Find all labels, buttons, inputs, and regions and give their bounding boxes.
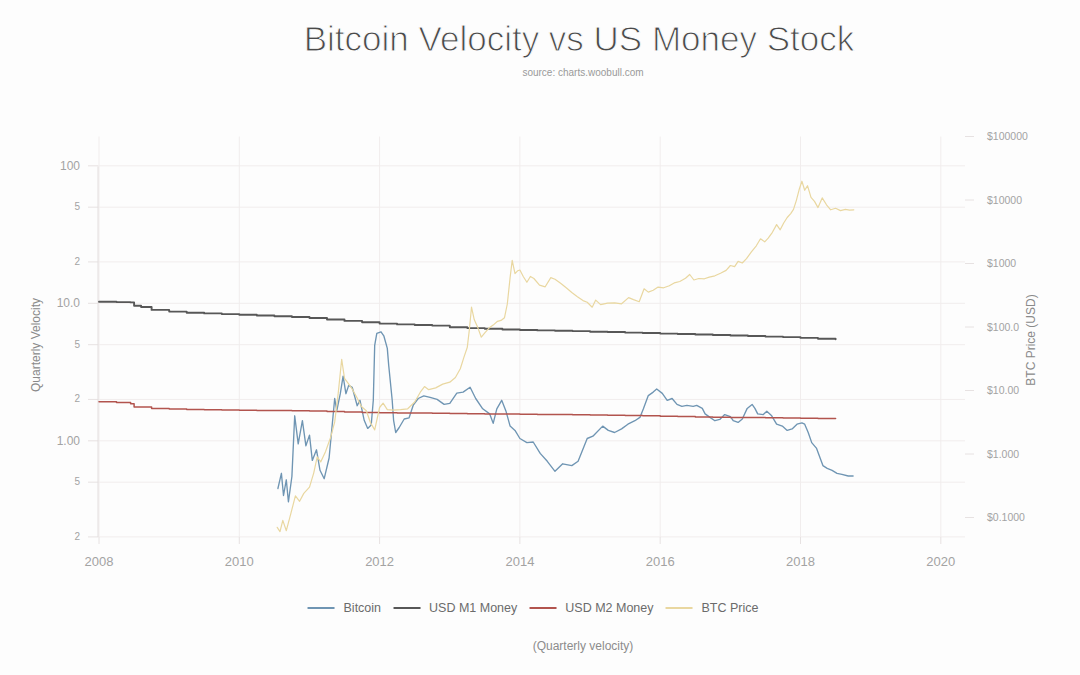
- left-axis-tick-label: 2: [74, 393, 80, 404]
- gridlines: [88, 137, 974, 545]
- right-axis-tick-label: $100.0: [987, 321, 1019, 333]
- x-axis-tick-label: 2016: [646, 554, 675, 569]
- plot-area: 100 5 2 10.0 5 2 1.00 5 2 2008 2010 2012 2014 2016 201…: [0, 0, 1080, 675]
- left-axis-tick-label: 5: [74, 476, 80, 487]
- legend-swatch: [666, 607, 693, 609]
- legend-item-bitcoin[interactable]: Bitcoin: [308, 601, 382, 615]
- legend-item-usd-m2-money[interactable]: USD M2 Money: [529, 601, 653, 615]
- left-axis-tick-label: 10.0: [57, 296, 81, 310]
- legend-swatch: [393, 607, 420, 609]
- legend-item-usd-m1-money[interactable]: USD M1 Money: [393, 601, 517, 615]
- x-axis-tick-label: 2010: [225, 554, 254, 569]
- series-line-usd-m1-money: [99, 302, 836, 339]
- legend: Bitcoin USD M1 Money USD M2 Money BTC Price: [308, 601, 759, 615]
- chart-caption: (Quarterly velocity): [533, 639, 634, 653]
- legend-label: BTC Price: [702, 601, 759, 615]
- legend-label: USD M2 Money: [565, 601, 653, 615]
- legend-swatch: [529, 607, 556, 609]
- left-axis-tick-label: 100: [60, 159, 80, 173]
- right-axis-tick-label: $1000: [987, 257, 1016, 269]
- left-axis-title: Quarterly Velocity: [29, 298, 43, 392]
- legend-label: USD M1 Money: [429, 601, 517, 615]
- left-axis-tick-label: 5: [74, 339, 80, 350]
- series-line-bitcoin: [278, 332, 853, 502]
- series-line-usd-m2-money: [99, 402, 836, 419]
- right-axis-tick-label: $10.00: [987, 384, 1019, 396]
- right-axis-tick-label: $10000: [987, 194, 1022, 206]
- x-axis-tick-label: 2014: [505, 554, 534, 569]
- series-line-btc-price: [277, 181, 854, 531]
- x-axis-tick-label: 2008: [85, 554, 114, 569]
- left-axis-tick-label: 2: [74, 256, 80, 267]
- x-axis-tick-label: 2020: [926, 554, 955, 569]
- series-lines: [99, 181, 854, 531]
- legend-label: Bitcoin: [344, 601, 382, 615]
- axis-tick-labels: 100 5 2 10.0 5 2 1.00 5 2 2008 2010 2012 2014 2016 201…: [57, 130, 1028, 569]
- chart-page: Bitcoin Velocity vs US Money Stock sourc…: [0, 0, 1080, 675]
- right-axis-tick-label: $1.000: [987, 448, 1019, 460]
- right-axis-title: BTC Price (USD): [1024, 294, 1038, 385]
- left-axis-tick-label: 5: [74, 201, 80, 212]
- legend-item-btc-price[interactable]: BTC Price: [666, 601, 759, 615]
- right-axis-tick-label: $0.1000: [987, 511, 1025, 523]
- x-axis-tick-label: 2012: [365, 554, 394, 569]
- left-axis-tick-label: 2: [74, 531, 80, 542]
- right-axis-tick-label: $100000: [987, 130, 1028, 142]
- left-axis-tick-label: 1.00: [57, 434, 81, 448]
- x-axis-tick-label: 2018: [786, 554, 815, 569]
- legend-swatch: [308, 607, 335, 609]
